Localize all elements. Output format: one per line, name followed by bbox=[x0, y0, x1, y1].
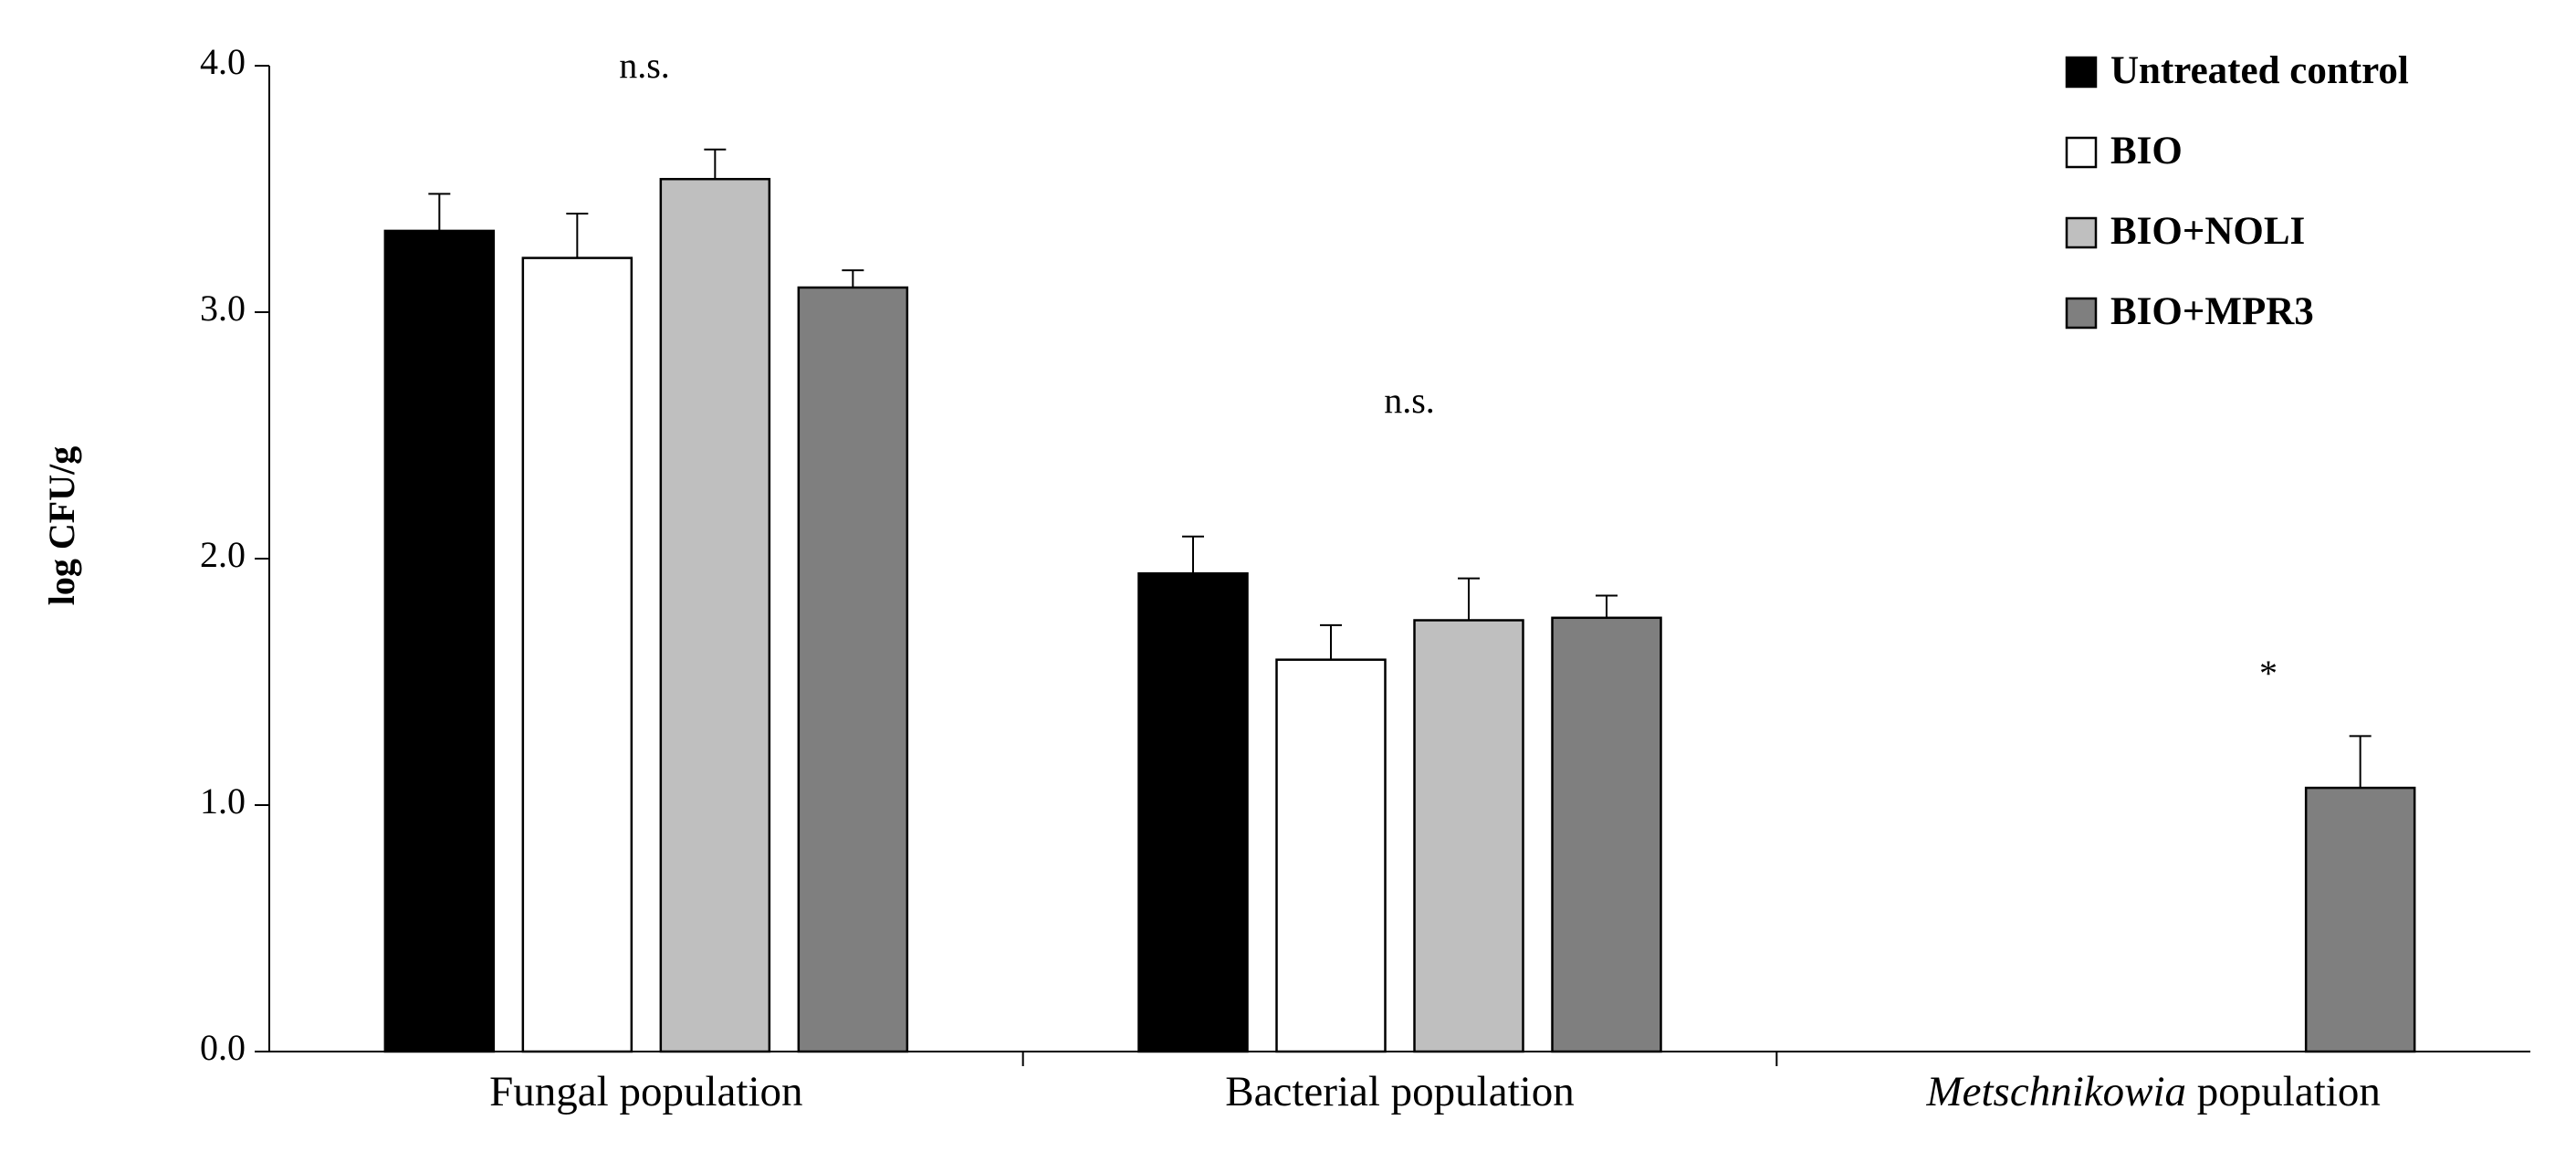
y-tick-label: 0.0 bbox=[200, 1027, 246, 1068]
bar bbox=[797, 286, 909, 1053]
bar bbox=[1413, 619, 1524, 1053]
legend-label: BIO+NOLI bbox=[2110, 210, 2305, 253]
legend-label: BIO+MPR3 bbox=[2110, 290, 2314, 333]
annotation: n.s. bbox=[1384, 380, 1435, 421]
legend-swatch bbox=[2065, 297, 2098, 330]
x-tick-label: Fungal population bbox=[489, 1068, 802, 1115]
x-tick-label: Metschnikowia population bbox=[1925, 1068, 2380, 1115]
x-tick-label: Bacterial population bbox=[1225, 1068, 1574, 1115]
legend-swatch bbox=[2065, 136, 2098, 169]
bar bbox=[521, 256, 634, 1053]
legend-label: Untreated control bbox=[2110, 49, 2409, 92]
bar bbox=[383, 229, 496, 1053]
bar bbox=[1137, 571, 1249, 1053]
legend-swatch bbox=[2065, 56, 2098, 89]
bar bbox=[1275, 658, 1387, 1053]
bar bbox=[1551, 616, 1662, 1053]
bar bbox=[659, 177, 771, 1053]
y-tick-label: 2.0 bbox=[200, 534, 246, 575]
annotation: n.s. bbox=[619, 45, 670, 86]
y-axis-label: log CFU/g bbox=[41, 446, 82, 605]
annotation: * bbox=[2259, 653, 2278, 694]
y-tick-label: 3.0 bbox=[200, 288, 246, 329]
legend-swatch bbox=[2065, 216, 2098, 249]
legend-label: BIO bbox=[2110, 130, 2183, 173]
y-tick-label: 1.0 bbox=[200, 780, 246, 822]
bar bbox=[2304, 786, 2416, 1053]
y-tick-label: 4.0 bbox=[200, 41, 246, 82]
